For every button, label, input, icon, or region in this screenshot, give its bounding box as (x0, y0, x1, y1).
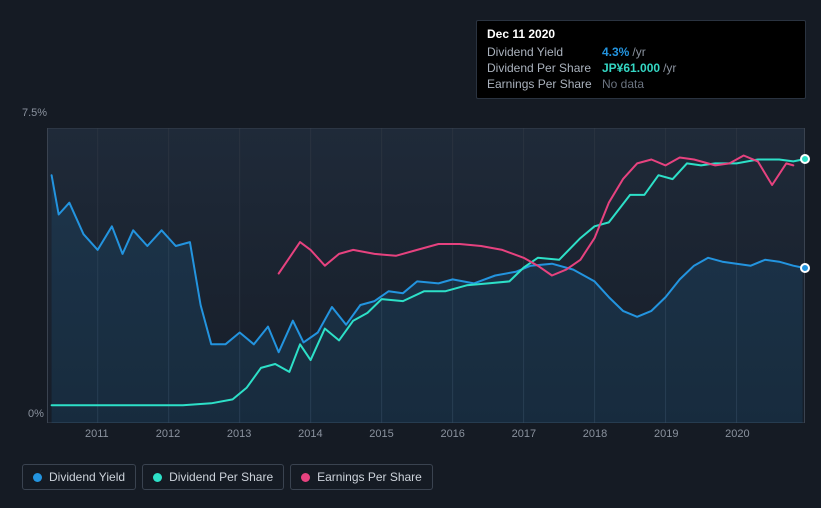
x-tick-label: 2015 (369, 428, 393, 440)
series-end-dot (800, 263, 810, 273)
tooltip-row-value: No data (602, 77, 644, 91)
legend-swatch (153, 473, 162, 482)
tooltip-row: Dividend Yield4.3%/yr (487, 44, 795, 60)
x-tick-label: 2018 (583, 428, 607, 440)
x-tick-label: 2011 (85, 428, 109, 440)
legend-label: Earnings Per Share (317, 470, 422, 484)
legend-swatch (33, 473, 42, 482)
x-tick-label: 2019 (654, 428, 678, 440)
tooltip-row-label: Dividend Per Share (487, 61, 602, 75)
chart-legend: Dividend Yield Dividend Per Share Earnings… (22, 464, 433, 490)
legend-item[interactable]: Dividend Per Share (142, 464, 284, 490)
chart-container: Dec 11 2020 Dividend Yield4.3%/yrDividen… (0, 0, 821, 508)
x-tick-label: 2017 (512, 428, 536, 440)
tooltip-row-label: Earnings Per Share (487, 77, 602, 91)
legend-label: Dividend Yield (49, 470, 125, 484)
x-tick-label: 2012 (156, 428, 180, 440)
tooltip-row: Earnings Per ShareNo data (487, 76, 795, 92)
series-end-dot (800, 154, 810, 164)
x-tick-label: 2020 (725, 428, 749, 440)
x-tick-label: 2013 (227, 428, 251, 440)
tooltip-row-value: JP¥61.000/yr (602, 61, 676, 75)
legend-item[interactable]: Earnings Per Share (290, 464, 433, 490)
chart-area: 2011 2012 2013 2014 2015 2016 2017 2018 2019 2020 (22, 108, 800, 448)
tooltip-row: Dividend Per ShareJP¥61.000/yr (487, 60, 795, 76)
legend-item[interactable]: Dividend Yield (22, 464, 136, 490)
chart-plot[interactable] (47, 128, 805, 423)
x-axis-ticks: 2011 2012 2013 2014 2015 2016 2017 2018 2019 2020 (47, 428, 805, 446)
legend-swatch (301, 473, 310, 482)
tooltip-row-value: 4.3%/yr (602, 45, 646, 59)
legend-label: Dividend Per Share (169, 470, 273, 484)
tooltip-date: Dec 11 2020 (487, 27, 795, 41)
x-tick-label: 2016 (440, 428, 464, 440)
chart-tooltip: Dec 11 2020 Dividend Yield4.3%/yrDividen… (476, 20, 806, 99)
x-tick-label: 2014 (298, 428, 322, 440)
tooltip-row-label: Dividend Yield (487, 45, 602, 59)
